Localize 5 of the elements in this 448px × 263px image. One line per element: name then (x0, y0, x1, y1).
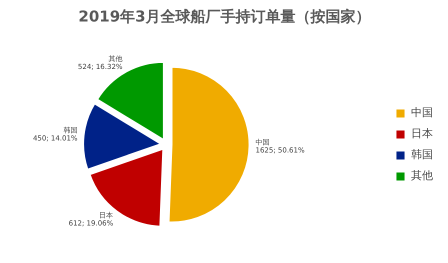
legend-label: 中国 (411, 105, 433, 120)
legend-label: 其他 (411, 168, 433, 183)
legend-label: 韩国 (411, 147, 433, 162)
chart-title: 2019年3月全球船厂手持订单量（按国家） (78, 8, 371, 26)
legend-label: 日本 (411, 126, 433, 141)
